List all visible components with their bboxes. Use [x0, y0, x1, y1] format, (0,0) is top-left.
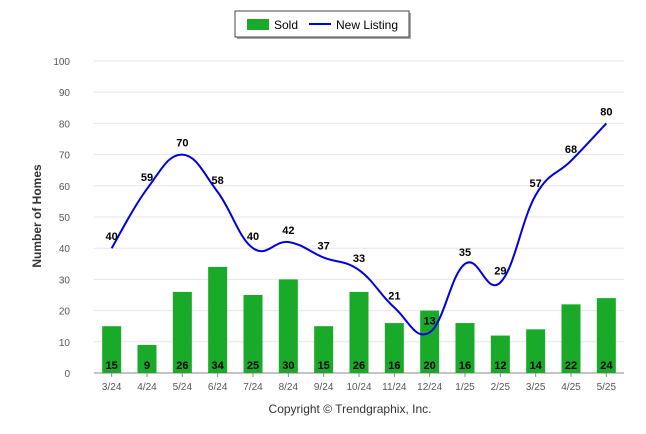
y-tick-label: 30 [59, 275, 71, 286]
new-listing-value-label: 80 [600, 106, 612, 118]
new-listing-value-label: 33 [353, 253, 365, 265]
y-axis-label: Number of Homes [30, 164, 44, 268]
legend[interactable]: Sold New Listing [234, 10, 411, 39]
sold-bar [172, 291, 192, 373]
x-tick-label: 1/25 [455, 382, 475, 393]
sold-value-label: 24 [600, 360, 613, 372]
x-tick-label: 5/25 [597, 382, 617, 393]
y-tick-label: 90 [59, 88, 71, 99]
x-tick-label: 2/25 [491, 382, 511, 393]
sold-bar [243, 295, 263, 373]
new-listing-value-label: 57 [530, 178, 542, 190]
legend-sold-label: Sold [274, 18, 298, 32]
new-listing-value-label: 59 [141, 172, 153, 184]
y-tick-label: 70 [59, 151, 71, 162]
y-tick-label: 20 [59, 307, 71, 318]
new-listing-value-label: 68 [565, 144, 577, 156]
sold-bars [102, 266, 616, 373]
legend-sold-swatch [247, 19, 269, 30]
new-listing-value-label: 21 [388, 290, 400, 302]
y-tick-label: 40 [59, 244, 71, 255]
y-tick-label: 50 [59, 213, 71, 224]
sold-value-label: 9 [144, 360, 150, 372]
x-tick-label: 3/24 [102, 382, 122, 393]
sold-bar [490, 335, 510, 373]
new-listing-value-label: 40 [247, 231, 259, 243]
sold-bar [349, 291, 369, 373]
y-tick-label: 60 [59, 182, 71, 193]
x-axis: 3/24 4/24 5/24 6/24 7/24 8/24 9/24 10/24 11/24 12… [102, 373, 617, 393]
sold-bar [278, 279, 298, 373]
x-tick-label: 8/24 [279, 382, 299, 393]
sold-value-label: 22 [565, 360, 577, 372]
x-tick-label: 3/25 [526, 382, 546, 393]
sold-value-label: 26 [353, 360, 365, 372]
y-axis: 0 10 20 30 40 50 60 70 80 90 100 [53, 57, 70, 380]
x-tick-label: 6/24 [208, 382, 228, 393]
y-tick-label: 0 [64, 369, 70, 380]
sold-value-label: 30 [282, 360, 294, 372]
x-tick-label: 10/24 [346, 382, 371, 393]
sold-value-label: 20 [424, 360, 436, 372]
sold-bar [102, 326, 122, 373]
sold-bar [208, 266, 228, 373]
sold-bar [137, 344, 157, 373]
x-tick-label: 5/24 [173, 382, 193, 393]
x-tick-label: 9/24 [314, 382, 334, 393]
x-tick-label: 4/24 [137, 382, 157, 393]
sold-value-label: 14 [530, 360, 543, 372]
sold-value-label: 12 [494, 360, 506, 372]
new-listing-value-label: 70 [176, 138, 188, 150]
sold-bar [314, 326, 334, 373]
copyright-text: Copyright © Trendgraphix, Inc. [269, 402, 432, 416]
legend-new-listing-label: New Listing [336, 18, 398, 32]
new-listing-value-label: 37 [318, 241, 330, 253]
y-tick-label: 10 [59, 338, 71, 349]
sold-value-label: 26 [176, 360, 188, 372]
x-tick-label: 11/24 [382, 382, 407, 393]
data-labels: 15 9 26 34 25 30 15 26 16 20 16 12 14 22 24 40 59 70 58 40 4… [106, 106, 614, 372]
new-listing-path [110, 122, 608, 336]
sold-value-label: 15 [318, 360, 330, 372]
new-listing-value-label: 58 [212, 175, 224, 187]
new-listing-value-label: 13 [424, 315, 436, 327]
y-tick-label: 80 [59, 119, 71, 130]
new-listing-value-label: 35 [459, 247, 471, 259]
new-listing-value-label: 40 [106, 231, 118, 243]
sold-bar [384, 323, 404, 373]
sold-value-label: 16 [459, 360, 471, 372]
y-tick-label: 100 [53, 57, 70, 68]
sold-value-label: 16 [388, 360, 400, 372]
sold-value-label: 25 [247, 360, 259, 372]
x-tick-label: 7/24 [243, 382, 263, 393]
sold-bar [526, 329, 546, 373]
new-listing-value-label: 29 [494, 266, 506, 278]
x-tick-label: 12/24 [417, 382, 442, 393]
x-tick-label: 4/25 [561, 382, 581, 393]
new-listing-value-label: 42 [282, 225, 294, 237]
sold-value-label: 15 [106, 360, 118, 372]
new-listing-line [110, 122, 608, 336]
sold-bar [455, 323, 475, 373]
sold-bar [596, 298, 616, 373]
sold-bar [561, 304, 581, 373]
sold-value-label: 34 [212, 360, 225, 372]
